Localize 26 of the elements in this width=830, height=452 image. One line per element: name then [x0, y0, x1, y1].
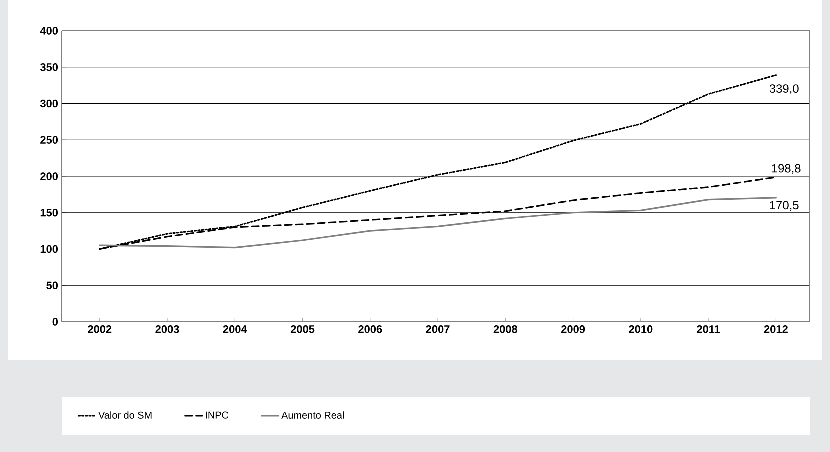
x-tick-label: 2011 — [697, 326, 720, 334]
x-tick-label: 2002 — [88, 326, 112, 334]
y-tick-label: 350 — [40, 63, 58, 72]
data-label: 339,0 — [770, 84, 799, 94]
x-tick-label: 2008 — [494, 326, 518, 334]
x-tick-label: 2003 — [156, 326, 180, 334]
y-tick-label: 0 — [52, 318, 58, 326]
y-tick-label: 200 — [40, 172, 58, 180]
legend-label: Aumento Real — [282, 412, 344, 419]
x-tick-label: 2005 — [290, 326, 315, 334]
x-tick-label: 2012 — [764, 326, 788, 334]
legend-label: Valor do SM — [98, 412, 152, 419]
y-tick-label: 250 — [40, 136, 58, 144]
x-tick-label: 2006 — [358, 326, 382, 334]
x-tick-label: 2009 — [561, 326, 586, 334]
x-tick-label: 2010 — [629, 326, 653, 334]
data-label: 170,5 — [770, 201, 799, 212]
x-tick-label: 2004 — [223, 326, 248, 334]
legend-label: INPC — [206, 412, 229, 419]
y-tick-label: 150 — [40, 209, 58, 217]
data-label: 198,8 — [772, 164, 801, 174]
x-tick-label: 2007 — [426, 326, 450, 334]
y-tick-label: 100 — [40, 245, 58, 254]
y-tick-label: 300 — [40, 100, 58, 108]
y-tick-label: 400 — [40, 27, 58, 35]
y-tick-label: 50 — [46, 282, 58, 290]
